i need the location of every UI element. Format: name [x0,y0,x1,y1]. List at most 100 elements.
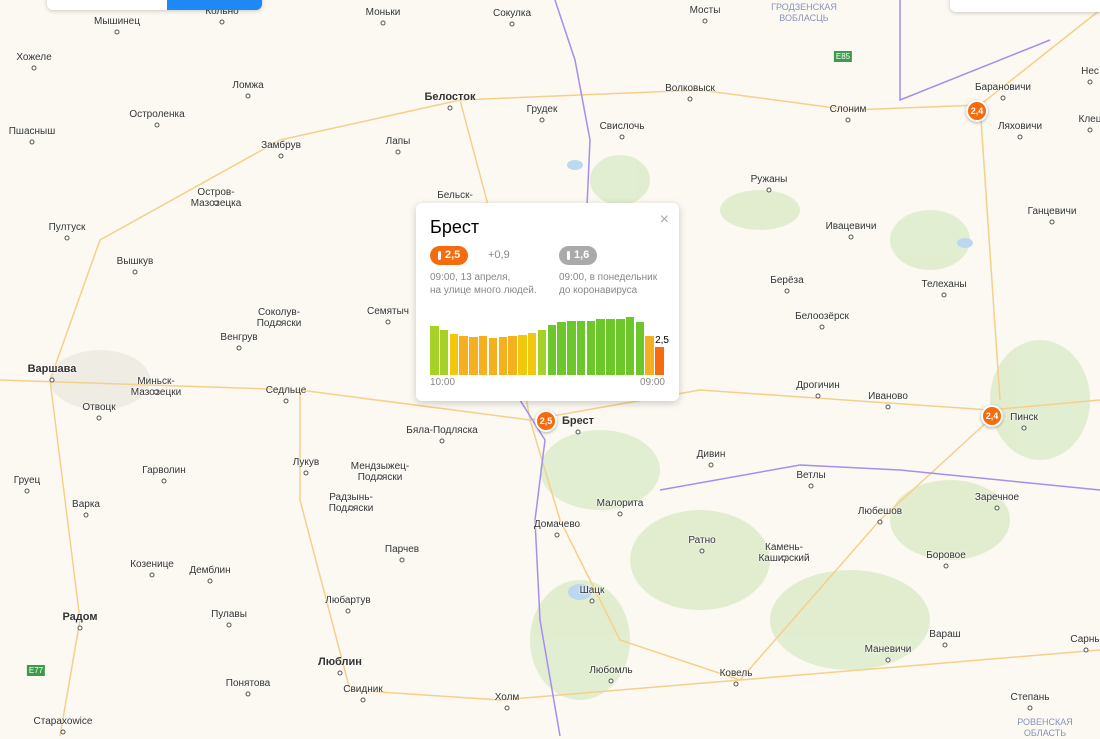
city-dot [31,65,37,71]
map-controls-panel[interactable] [950,0,1100,12]
city-dot [1049,219,1055,225]
baseline-desc-line1: 09:00, в понедельник [559,272,658,283]
city-dot [154,122,160,128]
city-label: Камень- Каширский [758,542,809,564]
city-label: Малорита [596,498,644,509]
city-dot [276,320,282,326]
city-dot [575,429,581,435]
city-dot [64,235,70,241]
city-label: Парчев [384,544,420,555]
city-label: Семятыч [366,306,410,317]
city-dot [885,657,891,663]
city-label: Берёза [770,275,804,286]
bar [459,336,468,375]
bar [430,326,439,375]
city-dot [994,505,1000,511]
city-label: Ганцевичи [1027,206,1077,217]
city-label: Белоозёрск [795,311,849,322]
bar [655,347,664,375]
city-dot [708,462,714,468]
route-button[interactable] [167,0,262,10]
bar [527,332,537,375]
close-icon[interactable]: × [659,211,669,228]
current-index-badge: 2,5 [430,246,469,265]
hourly-bar-chart: 2,5 [430,313,669,375]
city-label: Варка [72,499,100,510]
city-dot [1083,647,1089,653]
city-label: Домачево [533,519,581,530]
bar [625,317,635,375]
x-start-label: 10:00 [430,377,456,388]
city-label: Степань [1010,692,1050,703]
city-dot [733,681,739,687]
city-label: Соколув- Подляски [257,307,302,329]
current-index-value: 2,5 [445,249,461,261]
city-label: Груец [13,475,41,486]
city-label: Ляховичи [997,121,1043,132]
baseline-desc-line2: до коронавируса [559,285,638,296]
crowd-index-marker[interactable]: 2,4 [981,405,1003,427]
city-label: Свидник [343,684,383,695]
city-label: ГРОДЗЕНСКАЯ ВОБЛАСЦЬ [771,2,837,23]
city-label: Моньки [365,7,401,18]
top-search-panel[interactable] [47,0,262,10]
city-label: Ратно [688,535,716,546]
bar [635,321,645,375]
city-label: Вараш [929,629,961,640]
city-label: Пултуск [48,222,86,233]
city-dot [348,505,354,511]
crowd-index-marker[interactable]: 2,5 [535,410,557,432]
city-label: Свислочь [599,121,645,132]
city-dot [539,117,545,123]
city-dot [617,511,623,517]
city-dot [153,389,159,395]
city-dot [589,598,595,604]
bar [449,334,459,375]
baseline-index-value: 1,6 [574,249,590,261]
bar [557,321,566,375]
crowd-index-marker[interactable]: 2,4 [966,100,988,122]
city-dot [1017,134,1023,140]
bar [645,336,654,375]
city-label: Миньск- Мазовецки [131,376,181,398]
city-dot [245,93,251,99]
city-dot [699,548,705,554]
baseline-description: 09:00, в понедельник до коронавируса [559,271,657,297]
bar [537,329,547,375]
city-dot [554,532,560,538]
city-label: Пинск [1010,412,1038,423]
city-dot [447,105,453,111]
city-dot [885,404,891,410]
city-label: Ветлы [796,470,826,481]
current-desc-line1: 09:00, 13 апреля, [430,272,511,283]
popup-title: Брест [430,217,480,237]
city-label: E77 [26,665,46,676]
city-label: Радом [62,611,98,623]
city-label: Белосток [424,91,476,103]
city-dot [1087,127,1093,133]
city-label: Кольно [205,6,239,17]
city-dot [60,729,66,735]
city-dot [161,478,167,484]
bar [508,336,517,375]
city-dot [345,608,351,614]
city-label: Заречное [974,492,1020,503]
city-dot [377,474,383,480]
city-dot [114,29,120,35]
city-dot [509,21,515,27]
city-label: Остроленка [129,109,185,120]
delta-value: +0,9 [488,249,510,261]
city-label: Понятова [225,678,271,689]
city-dot [1000,95,1006,101]
city-label: Радзынь- Подляски [329,492,374,514]
city-label: Сарны [1070,634,1100,645]
bar [596,318,605,375]
city-label: Маневичи [864,644,912,655]
city-dot [702,18,708,24]
current-description: 09:00, 13 апреля, на улице много людей. [430,271,537,297]
city-label: Остров- Мазовецка [191,187,242,209]
city-label: Ружаны [750,174,788,185]
city-label: Мышинец [94,16,140,27]
